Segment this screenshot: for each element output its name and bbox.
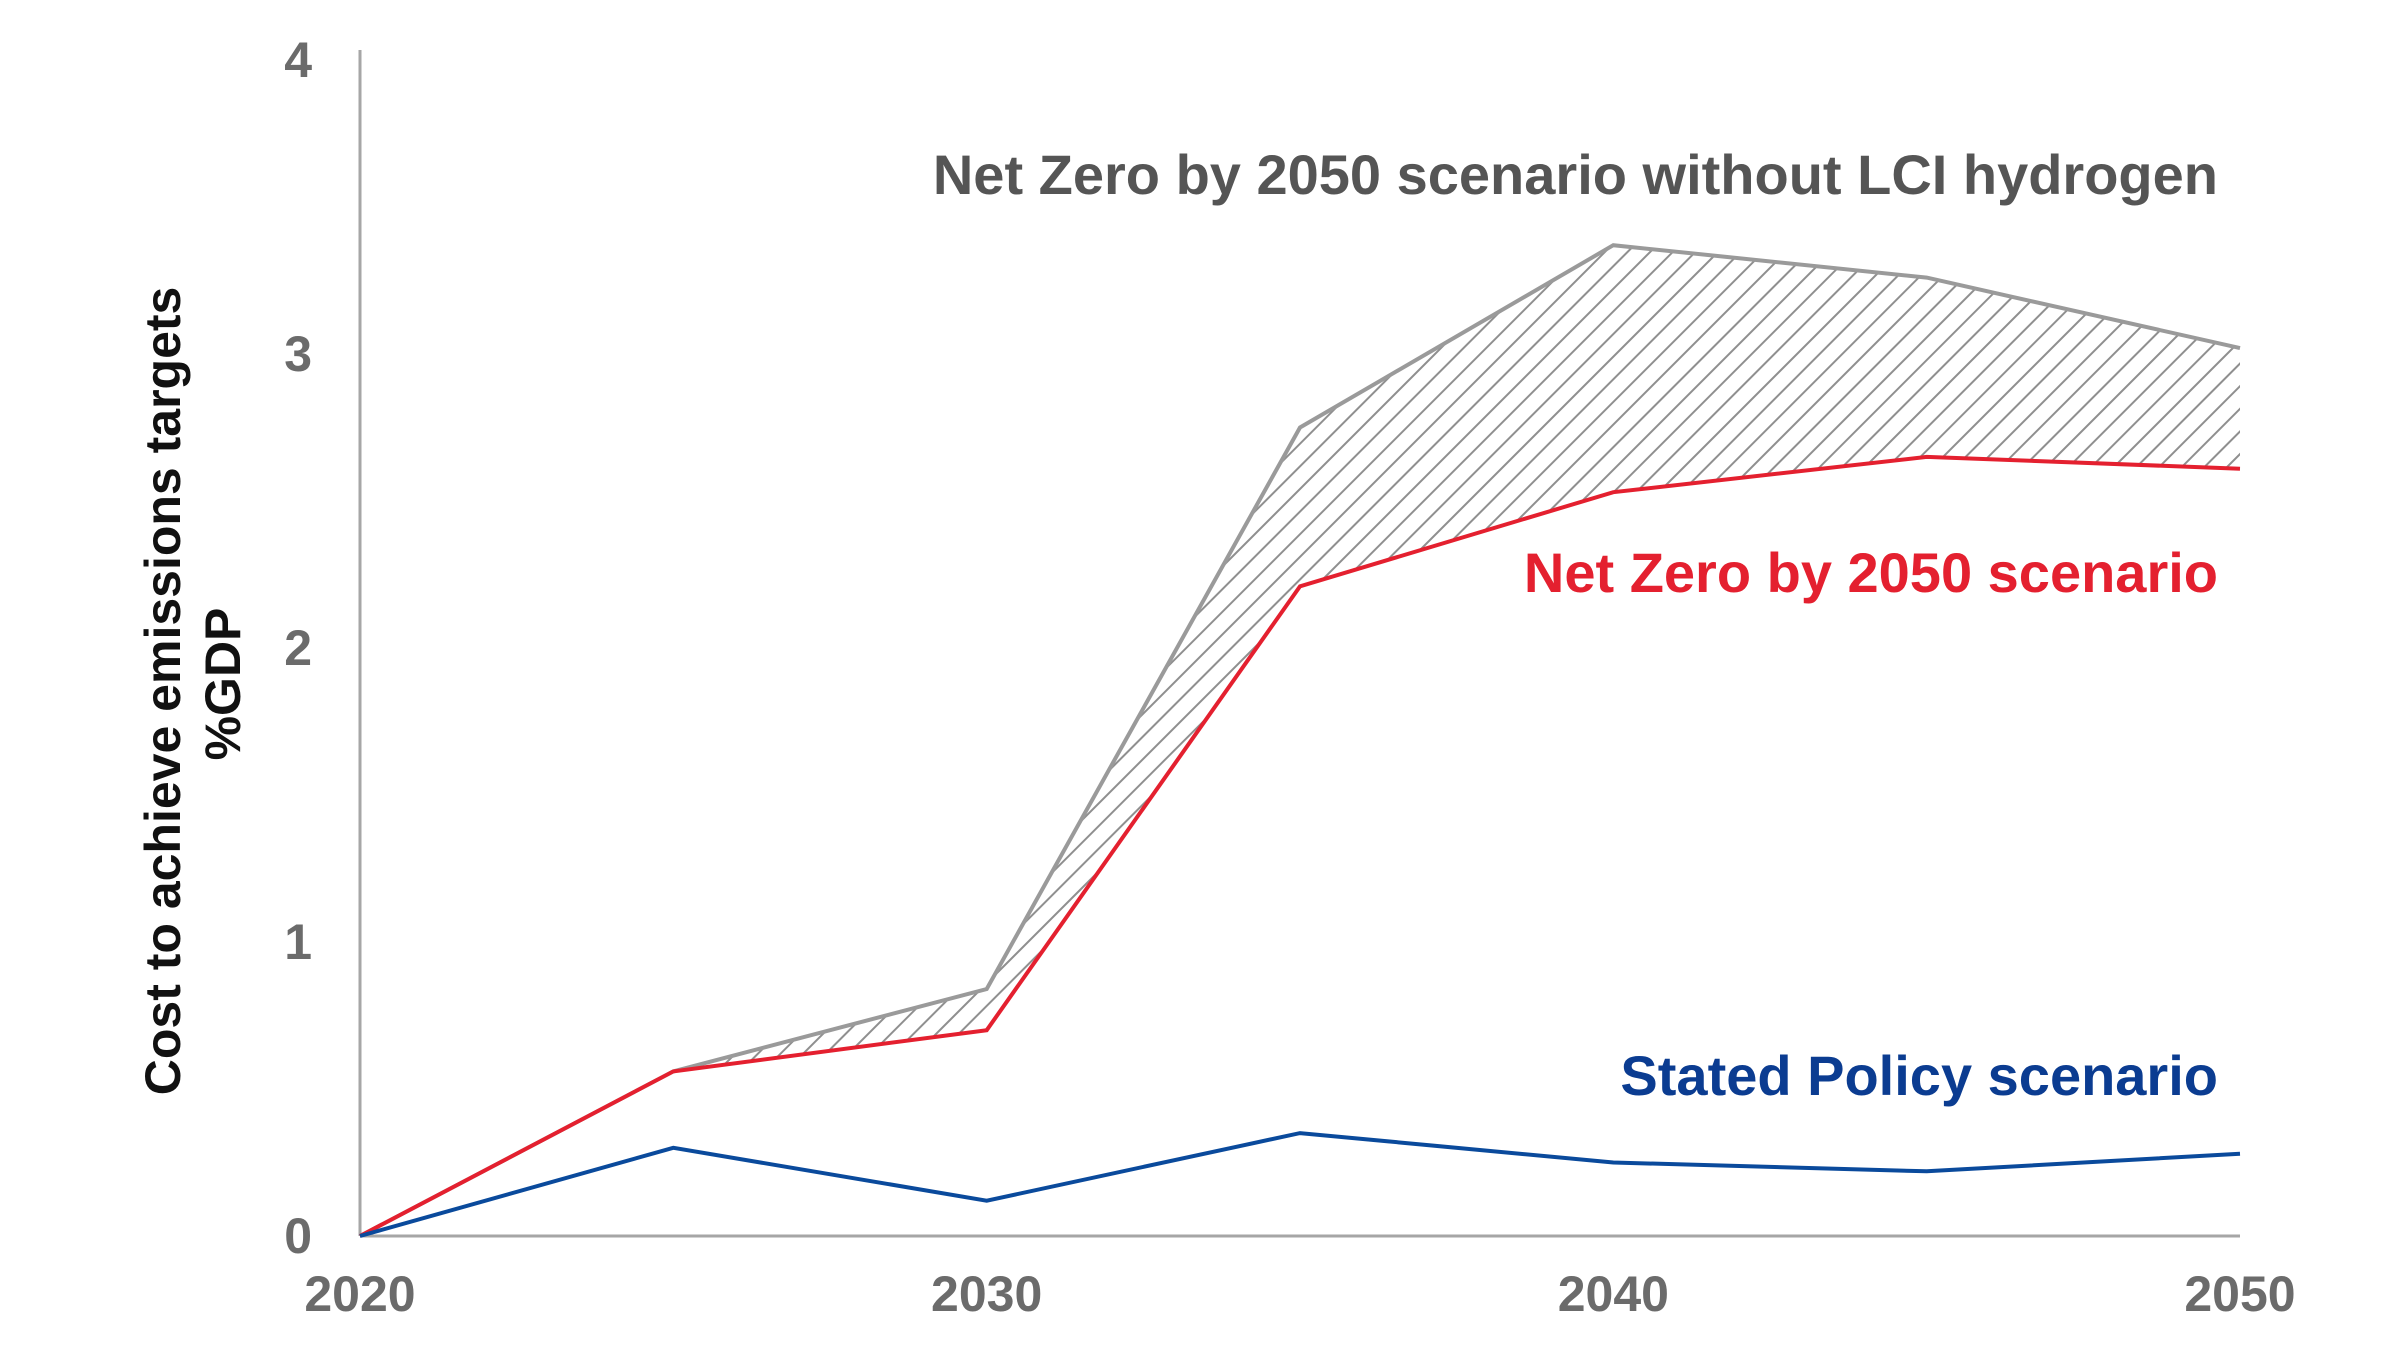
x-tick-label-2: 2040 <box>1558 1266 1669 1322</box>
series-line-stated-policy <box>359 1131 2241 1238</box>
x-tick-label-3: 2050 <box>2184 1266 2295 1322</box>
y-axis-label-line-2: %GDP <box>195 608 251 761</box>
y-tick-label-4: 4 <box>284 32 312 88</box>
y-axis-label: Cost to achieve emissions targets %GDP <box>135 273 251 1096</box>
series-label-stated-policy: Stated Policy scenario <box>1620 1044 2218 1107</box>
series-label-net-zero-without-lci: Net Zero by 2050 scenario without LCI hy… <box>933 143 2218 206</box>
y-axis-label-line-1: Cost to achieve emissions targets <box>135 287 191 1096</box>
series-label-net-zero: Net Zero by 2050 scenario <box>1524 541 2218 604</box>
y-tick-labels: 0 1 2 3 4 <box>284 32 312 1264</box>
x-tick-labels: 2020 2030 2040 2050 <box>304 1266 2295 1322</box>
x-tick-label-1: 2030 <box>931 1266 1042 1322</box>
y-tick-label-0: 0 <box>284 1208 312 1264</box>
y-tick-label-1: 1 <box>284 914 312 970</box>
hatched-band-area <box>360 245 2240 1236</box>
x-tick-label-0: 2020 <box>304 1266 415 1322</box>
y-tick-label-3: 3 <box>284 326 312 382</box>
series-line-net-zero <box>359 454 2241 1238</box>
y-tick-label-2: 2 <box>284 620 312 676</box>
